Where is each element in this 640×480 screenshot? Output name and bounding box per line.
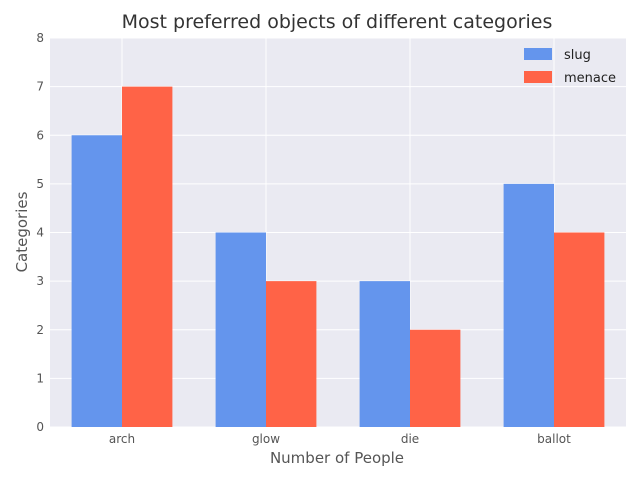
legend: slug menace — [524, 48, 616, 86]
bar-menace-glow — [266, 281, 317, 427]
legend-label-slug: slug — [564, 48, 591, 63]
bar-slug-arch — [71, 135, 122, 427]
bar-menace-ballot — [554, 232, 605, 427]
y-tick-label: 1 — [36, 371, 44, 385]
y-tick-label: 0 — [36, 420, 44, 434]
y-tick-label: 2 — [36, 323, 44, 337]
y-tick-label: 5 — [36, 177, 44, 191]
chart-title: Most preferred objects of different cate… — [122, 11, 553, 33]
y-axis-label: Categories — [13, 191, 31, 272]
x-tick-label-ballot: ballot — [537, 432, 571, 446]
y-tick-labels: 0 1 2 3 4 5 6 7 8 — [36, 31, 44, 434]
x-tick-label-die: die — [401, 432, 419, 446]
x-tick-label-arch: arch — [109, 432, 135, 446]
bar-slug-ballot — [503, 183, 554, 427]
y-tick-label: 8 — [36, 31, 44, 45]
x-tick-labels: arch glow die ballot — [109, 432, 571, 446]
y-tick-label: 6 — [36, 128, 44, 142]
y-tick-label: 3 — [36, 274, 44, 288]
y-tick-label: 7 — [36, 80, 44, 94]
legend-swatch-menace — [524, 71, 552, 83]
bar-menace-arch — [122, 86, 173, 427]
bar-menace-die — [410, 329, 461, 427]
x-tick-label-glow: glow — [252, 432, 280, 446]
bar-slug-glow — [215, 232, 266, 427]
x-axis-label: Number of People — [270, 449, 404, 467]
bars-group — [71, 86, 605, 427]
legend-swatch-slug — [524, 48, 552, 60]
bar-slug-die — [359, 281, 410, 427]
legend-label-menace: menace — [564, 71, 616, 86]
y-tick-label: 4 — [36, 226, 44, 240]
